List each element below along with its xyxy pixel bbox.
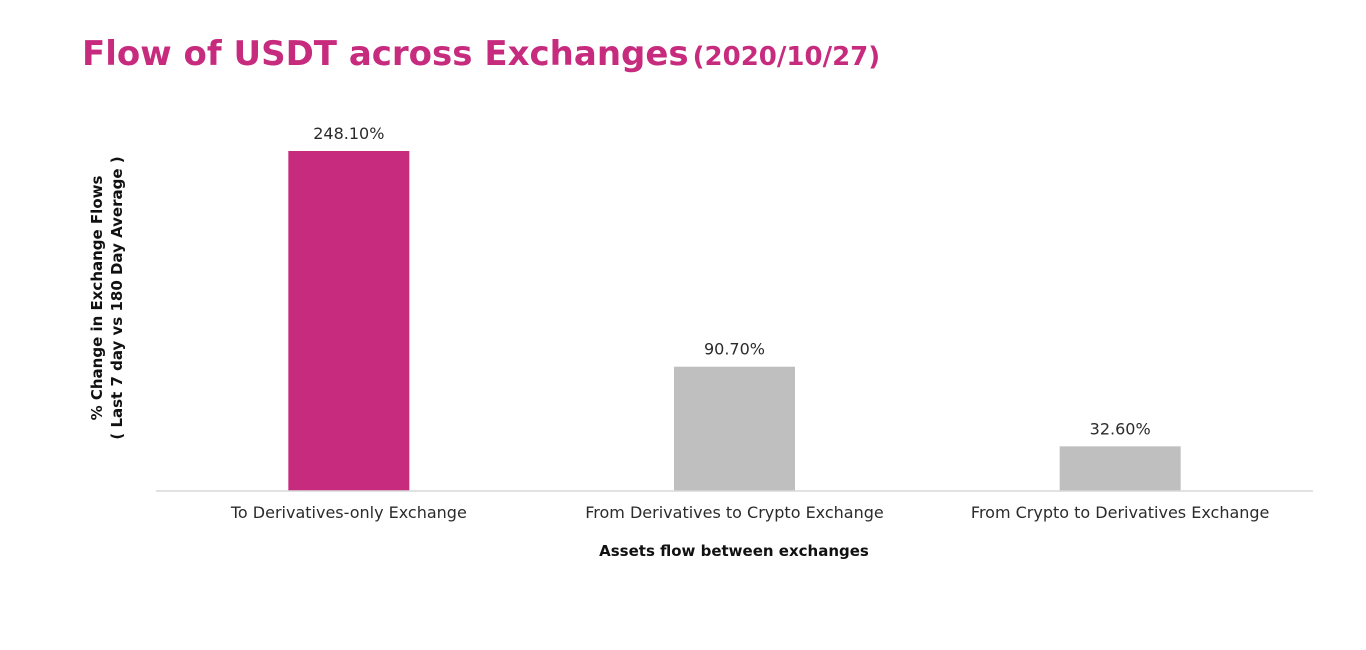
- bar-value-label: 90.70%: [704, 340, 765, 359]
- x-axis-title: Assets flow between exchanges: [599, 542, 869, 560]
- bar: [1059, 446, 1181, 491]
- x-tick-label: From Crypto to Derivatives Exchange: [971, 503, 1270, 522]
- bars-group: 248.10% To Derivatives-only Exchange 90.70…: [230, 124, 1270, 522]
- y-axis-title-line1: % Change in Exchange Flows: [88, 176, 106, 421]
- bar: [674, 366, 795, 491]
- bar: [288, 151, 410, 491]
- chart-title: Flow of USDT across Exchanges (2020/10/27…: [82, 34, 880, 74]
- x-tick-label: To Derivatives-only Exchange: [230, 503, 467, 522]
- chart-title-date: (2020/10/27): [692, 42, 881, 72]
- bar-value-label: 32.60%: [1090, 419, 1151, 438]
- x-tick-label: From Derivatives to Crypto Exchange: [585, 503, 884, 522]
- y-axis-title: % Change in Exchange Flows ( Last 7 day …: [88, 156, 126, 439]
- y-axis-title-line2: ( Last 7 day vs 180 Day Average ): [108, 156, 126, 439]
- bar-value-label: 248.10%: [313, 124, 384, 143]
- chart-title-main: Flow of USDT across Exchanges: [82, 34, 689, 74]
